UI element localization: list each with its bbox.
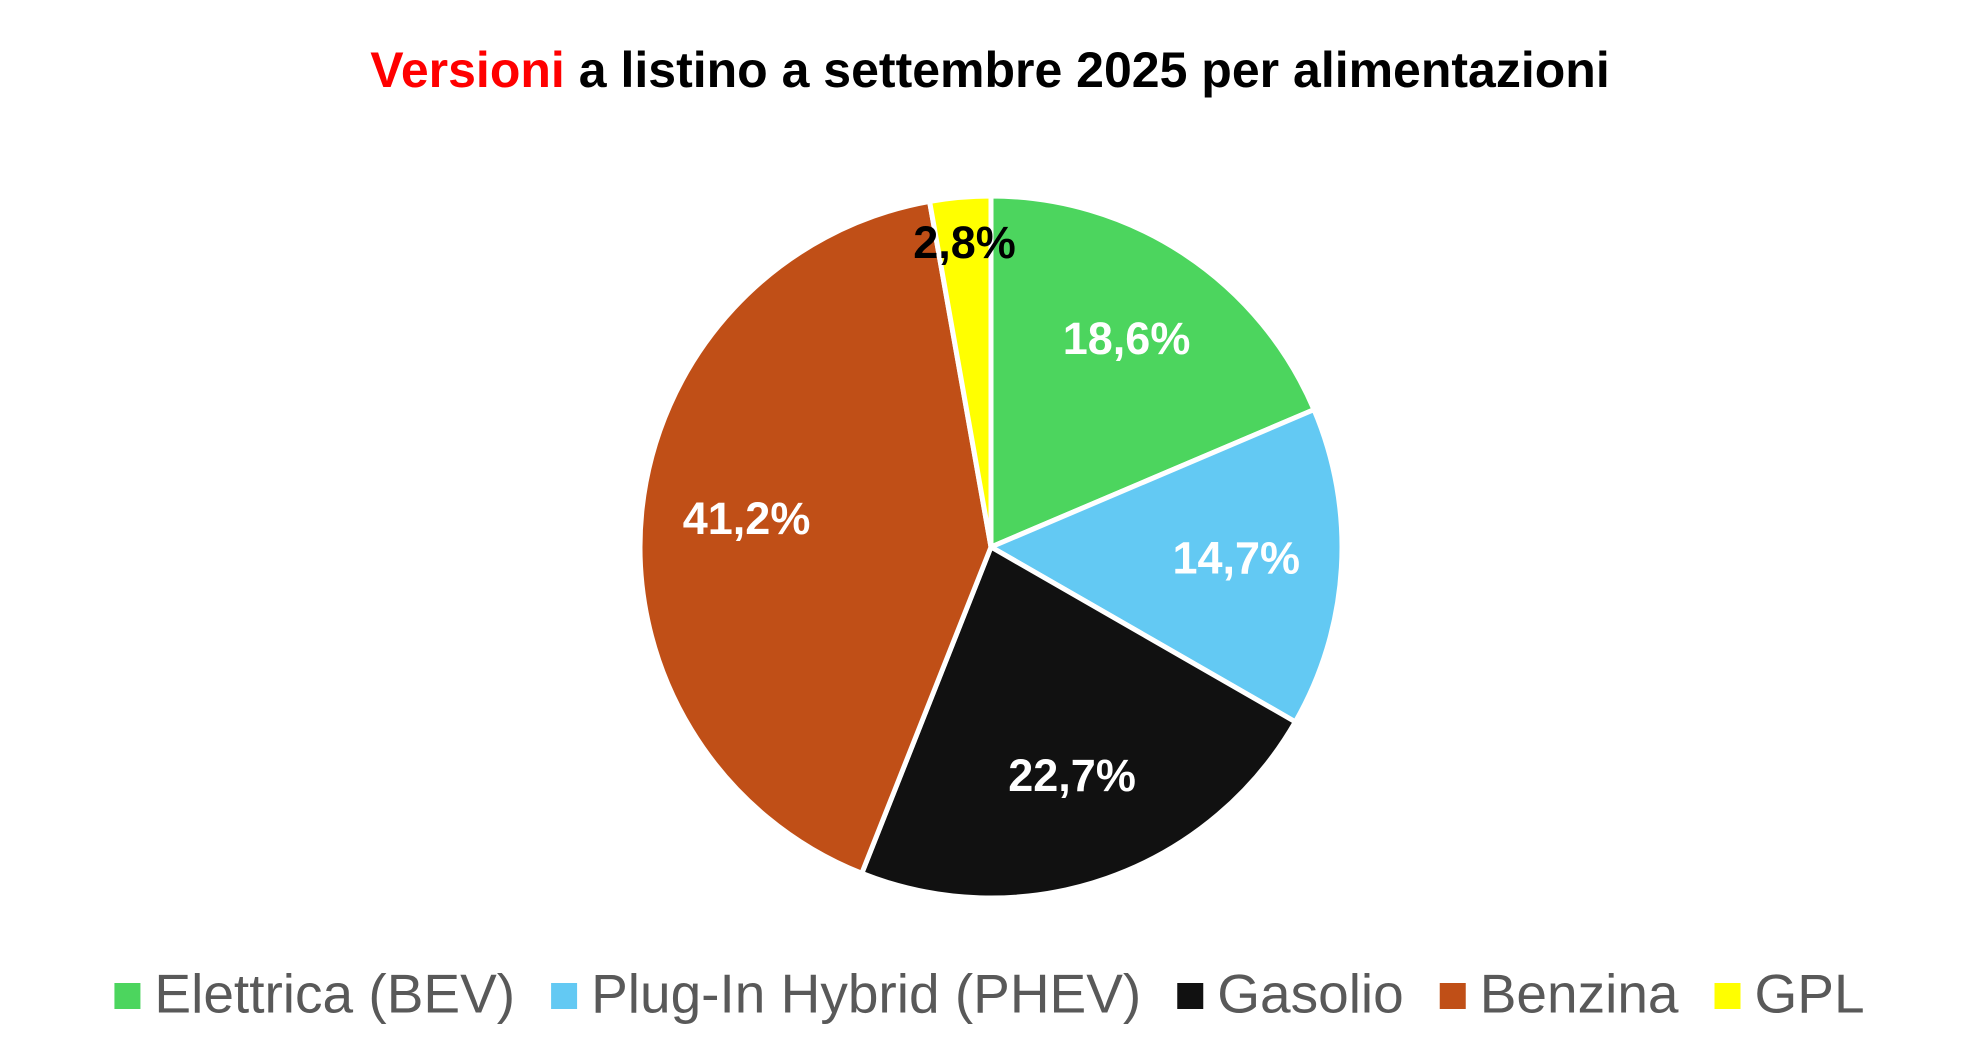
data-label: 41,2% (683, 493, 811, 544)
legend-label: Gasolio (1217, 963, 1403, 1025)
legend-swatch (551, 983, 578, 1009)
legend-item: Benzina (1439, 963, 1679, 1025)
legend-label: Benzina (1480, 963, 1679, 1025)
legend-item: GPL (1714, 963, 1865, 1025)
title-part: a listino a settembre 2025 per alimentaz… (579, 42, 1610, 98)
data-label: 14,7% (1172, 533, 1300, 584)
pie-slice (988, 193, 1317, 550)
legend-swatch (114, 983, 141, 1009)
pie: 18,6% 14,7% 22,7% 41,2% 2,8% (637, 193, 1345, 901)
chart-title: Versioni a listino a settembre 2025 per a… (370, 42, 1609, 98)
data-label: 18,6% (1063, 313, 1191, 364)
legend-label: Elettrica (BEV) (154, 963, 515, 1025)
legend-swatch (1714, 983, 1741, 1009)
legend-swatch (1177, 983, 1204, 1009)
legend-label: Plug-In Hybrid (PHEV) (591, 963, 1141, 1025)
legend-label: GPL (1755, 963, 1865, 1025)
data-label: 22,7% (1008, 750, 1136, 801)
pie-slice (927, 193, 994, 550)
legend-swatch (1439, 983, 1466, 1009)
legend-item: Elettrica (BEV) (114, 963, 515, 1025)
pie-slice (637, 198, 994, 876)
legend-item: Plug-In Hybrid (PHEV) (551, 963, 1141, 1025)
data-label: 2,8% (913, 217, 1016, 268)
title-part: Versioni (370, 42, 565, 98)
legend-item: Gasolio (1177, 963, 1404, 1025)
pie-slice (859, 544, 1298, 901)
legend: Elettrica (BEV) Plug-In Hybrid (PHEV) Gaso… (114, 963, 1865, 1025)
pie-slice (988, 407, 1345, 725)
